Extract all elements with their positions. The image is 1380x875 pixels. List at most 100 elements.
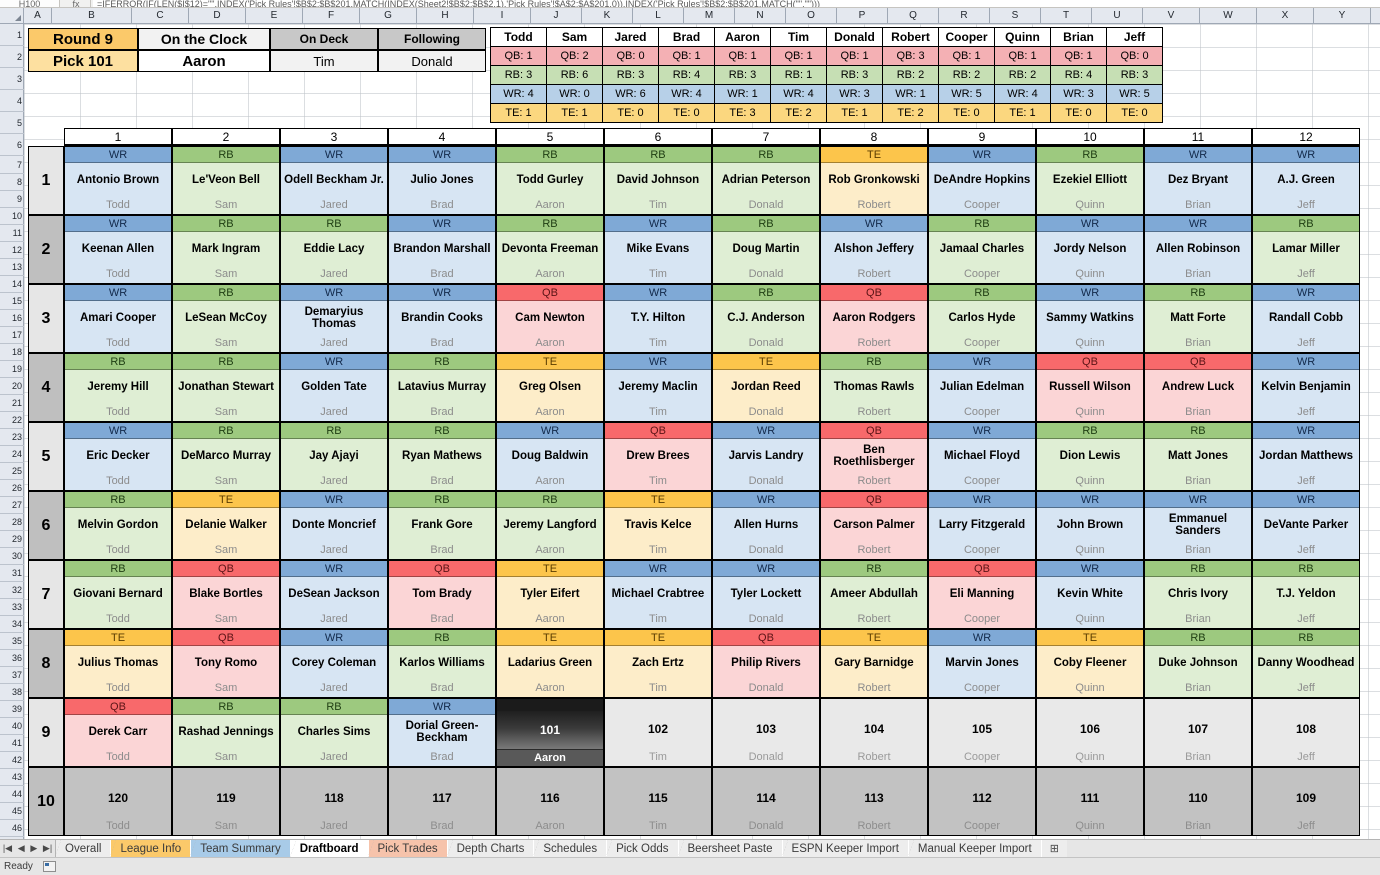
draft-pick-cell[interactable]: TE Delanie Walker Sam — [172, 491, 280, 560]
draft-pick-cell[interactable]: WR Julian Edelman Cooper — [928, 353, 1036, 422]
column-header-a[interactable]: A — [24, 8, 52, 23]
draft-pick-cell[interactable]: WR A.J. Green Jeff — [1252, 146, 1360, 215]
draft-pick-cell[interactable]: WR T.Y. Hilton Tim — [604, 284, 712, 353]
draft-pick-cell[interactable]: 108 Jeff — [1252, 698, 1360, 767]
sheet-tab-depth-charts[interactable]: Depth Charts — [446, 840, 535, 857]
draft-pick-cell[interactable]: RB Thomas Rawls Robert — [820, 353, 928, 422]
sheet-tab-pick-trades[interactable]: Pick Trades — [367, 840, 448, 857]
draft-pick-cell[interactable]: RB Lamar Miller Jeff — [1252, 215, 1360, 284]
draft-pick-cell[interactable]: QB Ben Roethlisberger Robert — [820, 422, 928, 491]
column-header-g[interactable]: G — [360, 8, 417, 23]
column-header-h[interactable]: H — [417, 8, 474, 23]
last-sheet-icon[interactable]: ▶| — [42, 843, 53, 853]
draft-pick-cell[interactable]: WR Amari Cooper Todd — [64, 284, 172, 353]
draft-pick-cell[interactable]: RB Eddie Lacy Jared — [280, 215, 388, 284]
prev-sheet-icon[interactable]: ◀ — [17, 843, 25, 853]
draft-pick-cell[interactable]: QB Derek Carr Todd — [64, 698, 172, 767]
draft-pick-cell[interactable]: WR Jeremy Maclin Tim — [604, 353, 712, 422]
row-header-27[interactable]: 27 — [0, 497, 24, 514]
row-header-29[interactable]: 29 — [0, 531, 24, 548]
row-header-40[interactable]: 40 — [0, 718, 24, 735]
sheet-tab-espn-keeper-import[interactable]: ESPN Keeper Import — [781, 840, 909, 857]
draft-pick-cell[interactable]: WR Mike Evans Tim — [604, 215, 712, 284]
draft-pick-cell[interactable]: RB Karlos Williams Brad — [388, 629, 496, 698]
row-header-2[interactable]: 2 — [0, 46, 24, 68]
column-header-i[interactable]: I — [474, 8, 531, 23]
row-header-19[interactable]: 19 — [0, 361, 24, 378]
draft-pick-cell[interactable]: WR Golden Tate Jared — [280, 353, 388, 422]
column-header-v[interactable]: V — [1143, 8, 1200, 23]
row-header-21[interactable]: 21 — [0, 395, 24, 412]
draft-pick-cell[interactable]: 115 Tim — [604, 767, 712, 836]
draft-pick-cell[interactable]: QB Drew Brees Tim — [604, 422, 712, 491]
column-header-o[interactable]: O — [786, 8, 837, 23]
draft-pick-cell[interactable]: RB Adrian Peterson Donald — [712, 146, 820, 215]
draft-pick-cell[interactable]: WR Jarvis Landry Donald — [712, 422, 820, 491]
draft-pick-cell[interactable]: TE Zach Ertz Tim — [604, 629, 712, 698]
draft-pick-cell[interactable]: WR Jordan Matthews Jeff — [1252, 422, 1360, 491]
draft-pick-cell[interactable]: WR DeVante Parker Jeff — [1252, 491, 1360, 560]
draft-pick-cell[interactable]: RB LeSean McCoy Sam — [172, 284, 280, 353]
column-header-b[interactable]: B — [52, 8, 132, 23]
formula-input[interactable]: =IFERROR(IF(LEN($I$12)="",INDEX('Pick Ru… — [93, 0, 1380, 7]
draft-pick-cell[interactable]: WR Brandon Marshall Brad — [388, 215, 496, 284]
row-header-33[interactable]: 33 — [0, 599, 24, 616]
sheet-tab-pick-odds[interactable]: Pick Odds — [606, 840, 679, 857]
row-header-18[interactable]: 18 — [0, 344, 24, 361]
draft-pick-cell[interactable]: TE Ladarius Green Aaron — [496, 629, 604, 698]
draft-pick-cell[interactable]: WR Doug Baldwin Aaron — [496, 422, 604, 491]
row-header-12[interactable]: 12 — [0, 242, 24, 259]
row-header-42[interactable]: 42 — [0, 752, 24, 769]
column-header-u[interactable]: U — [1092, 8, 1143, 23]
macro-record-icon[interactable] — [42, 861, 56, 872]
draft-pick-cell[interactable]: TE Julius Thomas Todd — [64, 629, 172, 698]
draft-pick-cell[interactable]: QB Russell Wilson Quinn — [1036, 353, 1144, 422]
column-header-j[interactable]: J — [531, 8, 582, 23]
row-header-25[interactable]: 25 — [0, 463, 24, 480]
draft-pick-cell[interactable]: QB Philip Rivers Donald — [712, 629, 820, 698]
draft-pick-cell[interactable]: WR Kelvin Benjamin Jeff — [1252, 353, 1360, 422]
next-sheet-icon[interactable]: ▶ — [30, 843, 38, 853]
row-header-22[interactable]: 22 — [0, 412, 24, 429]
column-header-n[interactable]: N — [735, 8, 786, 23]
draft-pick-cell[interactable]: 110 Brian — [1144, 767, 1252, 836]
draft-pick-cell[interactable]: WR Tyler Lockett Donald — [712, 560, 820, 629]
draft-pick-cell[interactable]: RB David Johnson Tim — [604, 146, 712, 215]
draft-pick-cell[interactable]: WR John Brown Quinn — [1036, 491, 1144, 560]
draft-pick-cell[interactable]: RB Carlos Hyde Cooper — [928, 284, 1036, 353]
row-header-28[interactable]: 28 — [0, 514, 24, 531]
first-sheet-icon[interactable]: |◀ — [2, 843, 13, 853]
column-header-w[interactable]: W — [1200, 8, 1257, 23]
draft-pick-cell[interactable]: RB Dion Lewis Quinn — [1036, 422, 1144, 491]
draft-pick-cell[interactable]: WR Alshon Jeffery Robert — [820, 215, 928, 284]
row-header-44[interactable]: 44 — [0, 786, 24, 803]
draft-pick-cell[interactable]: QB Carson Palmer Robert — [820, 491, 928, 560]
draft-pick-cell[interactable]: RB T.J. Yeldon Jeff — [1252, 560, 1360, 629]
draft-pick-cell[interactable]: WR Allen Hurns Donald — [712, 491, 820, 560]
column-header-m[interactable]: M — [684, 8, 735, 23]
draft-pick-cell[interactable]: WR Keenan Allen Todd — [64, 215, 172, 284]
row-header-16[interactable]: 16 — [0, 310, 24, 327]
draft-pick-cell[interactable]: 106 Quinn — [1036, 698, 1144, 767]
draft-pick-cell[interactable]: RB Latavius Murray Brad — [388, 353, 496, 422]
draft-pick-cell[interactable]: QB Andrew Luck Brian — [1144, 353, 1252, 422]
draft-pick-cell[interactable]: WR Dorial Green-Beckham Brad — [388, 698, 496, 767]
row-header-4[interactable]: 4 — [0, 90, 24, 112]
draft-pick-cell[interactable]: TE Jordan Reed Donald — [712, 353, 820, 422]
column-header-s[interactable]: S — [990, 8, 1041, 23]
draft-pick-cell[interactable]: 117 Brad — [388, 767, 496, 836]
column-header-f[interactable]: F — [303, 8, 360, 23]
draft-pick-cell[interactable]: WR Eric Decker Todd — [64, 422, 172, 491]
draft-pick-cell[interactable]: RB Chris Ivory Brian — [1144, 560, 1252, 629]
column-header-t[interactable]: T — [1041, 8, 1092, 23]
draft-pick-cell[interactable]: QB Eli Manning Cooper — [928, 560, 1036, 629]
column-header-q[interactable]: Q — [888, 8, 939, 23]
draft-pick-cell[interactable]: WR Odell Beckham Jr. Jared — [280, 146, 388, 215]
row-header-15[interactable]: 15 — [0, 293, 24, 310]
row-header-35[interactable]: 35 — [0, 633, 24, 650]
draft-pick-cell[interactable]: RB Rashad Jennings Sam — [172, 698, 280, 767]
draft-pick-cell[interactable]: WR Demaryius Thomas Jared — [280, 284, 388, 353]
draft-pick-cell[interactable]: RB Jeremy Hill Todd — [64, 353, 172, 422]
draft-pick-cell[interactable]: RB Doug Martin Donald — [712, 215, 820, 284]
draft-pick-cell[interactable]: RB Duke Johnson Brian — [1144, 629, 1252, 698]
